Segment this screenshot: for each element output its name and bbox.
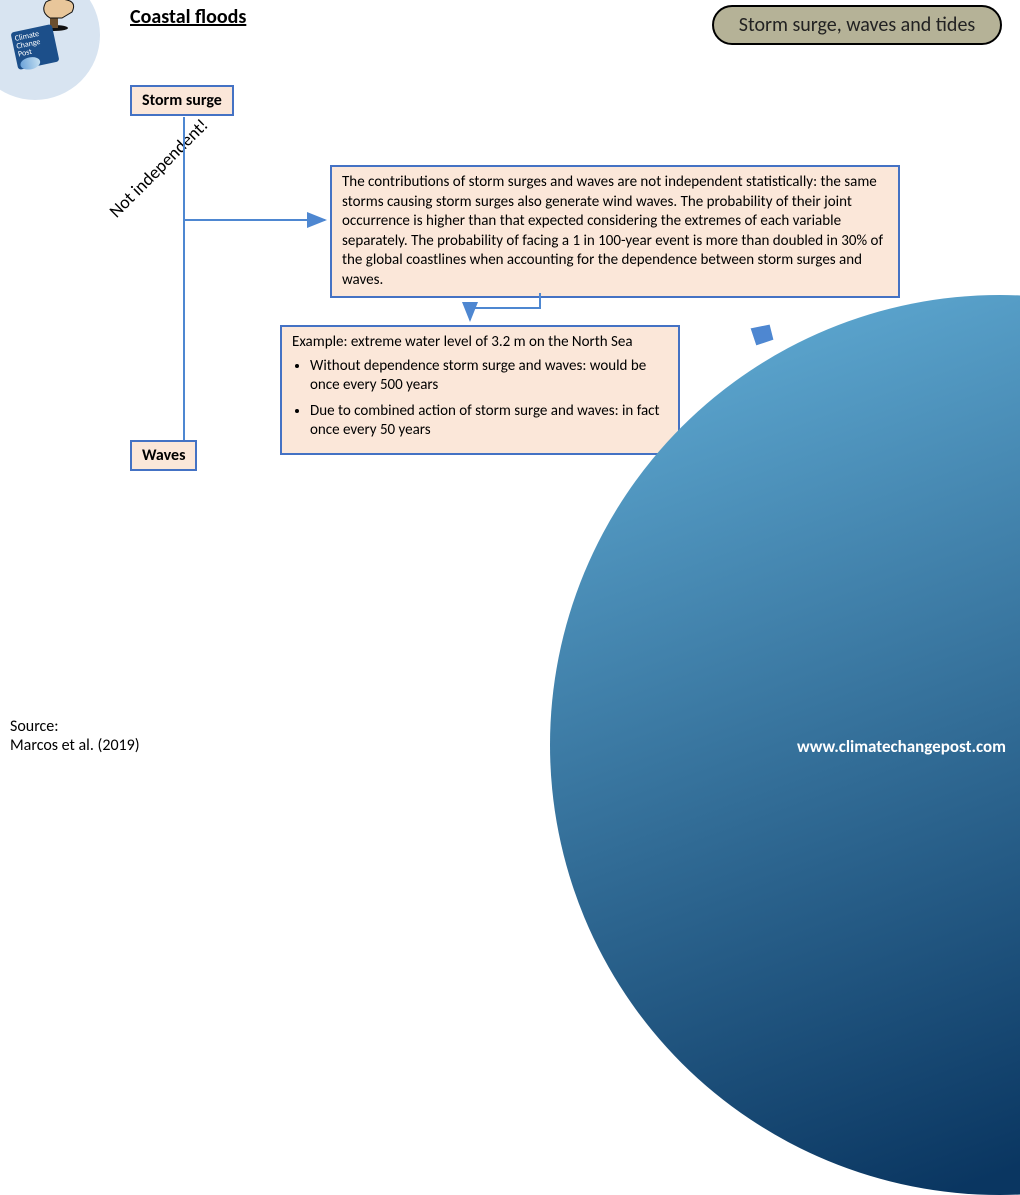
source-label-text: Source: — [10, 717, 59, 736]
page-title: Coastal floods — [130, 5, 246, 29]
website-url: www.climatechangepost.com — [797, 736, 1006, 757]
example-heading: Example: extreme water level of 3.2 m on… — [292, 333, 668, 353]
source-citation-text: Marcos et al. (2019) — [10, 736, 140, 755]
node-waves: Waves — [130, 440, 197, 471]
logo-text: Climate Change Post — [14, 29, 41, 60]
example-box: Example: extreme water level of 3.2 m on… — [280, 325, 680, 455]
topic-badge: Storm surge, waves and tides — [712, 5, 1002, 45]
explanation-text: The contributions of storm surges and wa… — [342, 173, 883, 289]
not-independent-label: Not independent! — [104, 114, 212, 222]
node-waves-label: Waves — [142, 446, 185, 465]
source-citation: Source: Marcos et al. (2019) — [10, 717, 140, 755]
logo-corner: Climate Change Post — [0, 0, 80, 85]
node-storm-surge-label: Storm surge — [142, 91, 222, 110]
example-bullet-1: Without dependence storm surge and waves… — [310, 357, 668, 396]
explanation-box: The contributions of storm surges and wa… — [330, 165, 900, 298]
example-bullet-2: Due to combined action of storm surge an… — [310, 402, 668, 441]
node-storm-surge: Storm surge — [130, 85, 234, 116]
